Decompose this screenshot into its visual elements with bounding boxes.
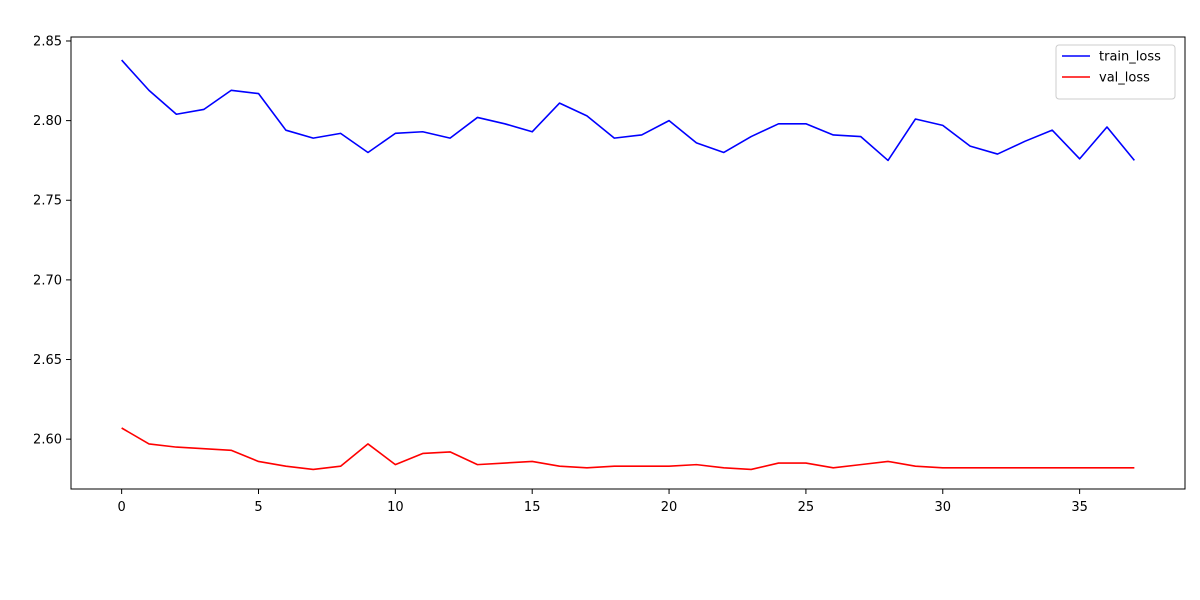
x-tick-label: 20 [661, 500, 678, 515]
x-tick-label: 35 [1071, 500, 1088, 515]
axes: 0 5 10 15 20 25 30 35 2.60 2.65 2.70 2.75 2.80 2.85 [33, 34, 1186, 515]
y-tick-label: 2.80 [33, 114, 62, 129]
x-tick-label: 0 [117, 500, 125, 515]
series-line-val_loss [121, 427, 1135, 471]
series-lines [121, 59, 1135, 471]
legend-label-val_loss: val_loss [1099, 71, 1150, 86]
x-tick-label: 15 [524, 500, 541, 515]
plot-area [71, 37, 1185, 489]
x-tick-label: 10 [387, 500, 404, 515]
legend-box [1055, 44, 1176, 100]
y-tick-label: 2.85 [33, 34, 62, 49]
y-tick-label: 2.70 [33, 273, 62, 288]
y-tick-label: 2.60 [33, 433, 62, 448]
legend: train_loss val_loss [1055, 44, 1176, 100]
x-tick-label: 5 [254, 500, 262, 515]
y-tick-label: 2.65 [33, 353, 62, 368]
y-tick-label: 2.75 [33, 194, 62, 209]
x-tick-label: 25 [798, 500, 815, 515]
series-line-train_loss [121, 59, 1135, 162]
axes-frame [70, 36, 1186, 490]
plot-background [71, 37, 1185, 489]
legend-label-train_loss: train_loss [1099, 50, 1161, 65]
x-tick-label: 30 [934, 500, 951, 515]
